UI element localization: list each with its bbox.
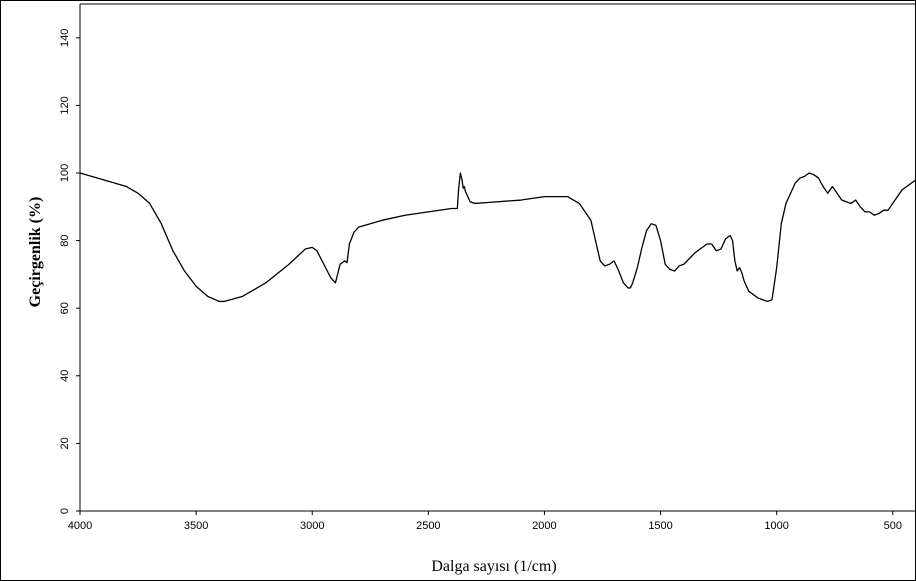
spectrum-line (79, 172, 916, 303)
x-axis-title: Dalga sayısı (1/cm) (431, 558, 556, 575)
y-tick-label: 100 (59, 164, 71, 182)
series-layer (79, 172, 916, 303)
x-tick-label: 500 (884, 520, 902, 532)
y-axis-title: Geçirgenlik (%) (27, 197, 44, 308)
y-tick-label: 120 (59, 96, 71, 114)
x-tick-label: 3000 (300, 520, 324, 532)
y-tick-label: 0 (59, 508, 71, 514)
x-tick-label: 4000 (68, 520, 92, 532)
y-axis-ticks: 0 20 40 60 80 100 120 140 (59, 29, 80, 514)
x-axis-ticks: 4000 3500 3000 2500 2000 1500 1000 500 (68, 511, 902, 532)
y-tick-label: 60 (59, 302, 71, 314)
x-tick-label: 2000 (532, 520, 556, 532)
y-tick-label: 80 (59, 234, 71, 246)
x-tick-label: 1000 (764, 520, 788, 532)
y-tick-label: 20 (59, 437, 71, 449)
y-tick-label: 140 (59, 29, 71, 47)
x-tick-label: 1500 (648, 520, 672, 532)
x-tick-label: 3500 (184, 520, 208, 532)
x-tick-label: 2500 (416, 520, 440, 532)
y-tick-label: 40 (59, 370, 71, 382)
